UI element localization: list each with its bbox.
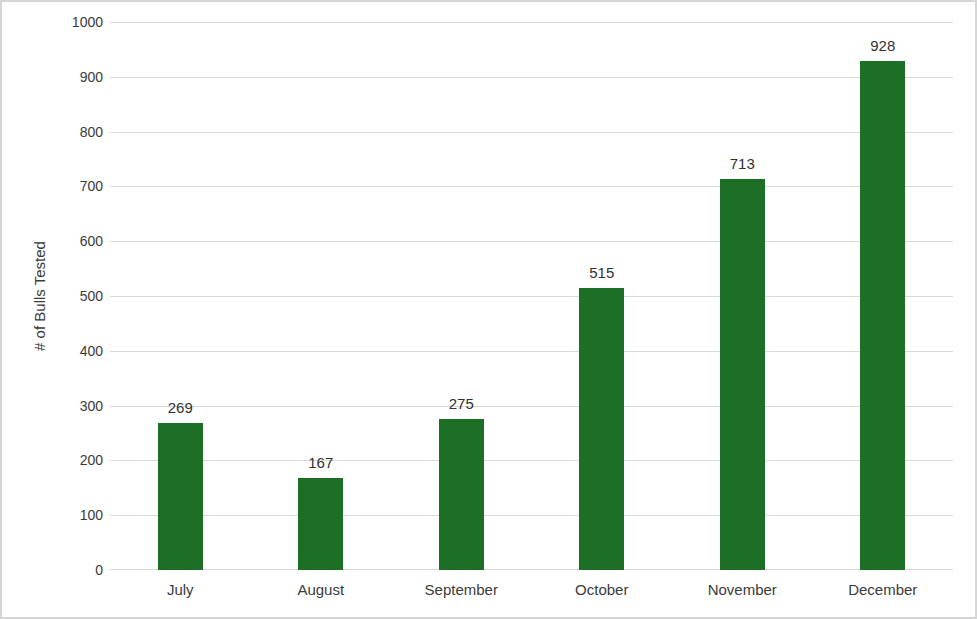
x-tick-label: October	[532, 578, 673, 602]
x-tick-label: July	[110, 578, 251, 602]
bar-september	[439, 419, 484, 570]
x-tick-label: August	[251, 578, 392, 602]
gridline	[110, 22, 953, 23]
y-tick-label: 300	[2, 396, 103, 416]
data-label: 275	[426, 394, 496, 414]
gridline	[110, 515, 953, 516]
gridline	[110, 77, 953, 78]
x-tick-label: September	[391, 578, 532, 602]
y-tick-label: 700	[2, 176, 103, 196]
y-tick-label: 900	[2, 67, 103, 87]
gridline	[110, 186, 953, 187]
data-label: 515	[567, 263, 637, 283]
gridline	[110, 296, 953, 297]
bar-december	[860, 61, 905, 570]
bar-july	[158, 423, 203, 570]
gridline	[110, 460, 953, 461]
gridline	[110, 132, 953, 133]
y-tick-label: 400	[2, 341, 103, 361]
y-tick-label: 200	[2, 450, 103, 470]
data-label: 269	[145, 398, 215, 418]
bar-chart: # of Bulls Tested 0100200300400500600700…	[0, 0, 977, 619]
x-tick-label: December	[813, 578, 954, 602]
gridline	[110, 351, 953, 352]
x-tick-label: November	[672, 578, 813, 602]
y-tick-label: 500	[2, 286, 103, 306]
gridline	[110, 406, 953, 407]
gridline	[110, 569, 953, 570]
y-tick-label: 800	[2, 122, 103, 142]
data-label: 928	[848, 36, 918, 56]
y-tick-label: 100	[2, 505, 103, 525]
gridline	[110, 241, 953, 242]
plot-area: 269 167 275 515 713 928	[110, 22, 953, 570]
data-label: 167	[286, 453, 356, 473]
bar-november	[720, 179, 765, 570]
bar-october	[579, 288, 624, 570]
y-tick-label: 0	[2, 560, 103, 580]
x-axis: JulyAugustSeptemberOctoberNovemberDecemb…	[110, 578, 953, 602]
y-tick-label: 1000	[2, 12, 103, 32]
bar-august	[298, 478, 343, 570]
y-axis: 01002003004005006007008009001000	[2, 22, 103, 570]
data-label: 713	[707, 154, 777, 174]
y-tick-label: 600	[2, 231, 103, 251]
